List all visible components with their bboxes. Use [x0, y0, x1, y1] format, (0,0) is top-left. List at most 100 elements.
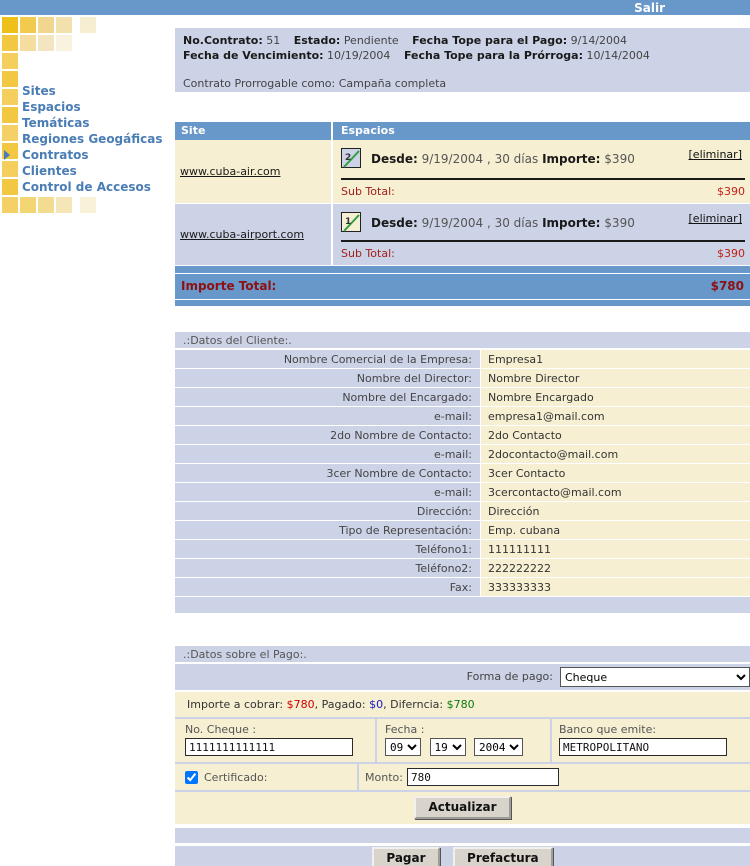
client-field-row: Fax: 333333333 [175, 578, 750, 596]
actualizar-button[interactable]: Actualizar [414, 796, 511, 819]
decor-square [2, 35, 18, 51]
eliminar-link[interactable]: [eliminar] [688, 212, 742, 225]
pagado-label: Pagado: [321, 698, 366, 711]
no-cheque-cell: No. Cheque : [175, 719, 375, 762]
empty-band [175, 828, 750, 843]
decor-square [2, 125, 18, 141]
contract-header-line1: No.Contrato: 51 Estado: Pendiente Fecha … [183, 33, 742, 48]
field-value: Nombre Encargado [481, 388, 750, 406]
decor-square [56, 35, 72, 51]
fecha-day-select[interactable]: 19 [429, 738, 466, 756]
field-value: 333333333 [481, 578, 750, 596]
banco-emite-input[interactable] [559, 738, 727, 756]
client-field-row: 3cer Nombre de Contacto: 3cer Contacto [175, 464, 750, 482]
field-label: e-mail: [175, 445, 480, 463]
sidebar-item-clientes[interactable]: Clientes [22, 164, 77, 178]
desde-label: Desde: [371, 152, 418, 166]
eliminar-link[interactable]: [eliminar] [688, 148, 742, 161]
monto-cell: Monto: [357, 764, 750, 790]
decor-square [2, 71, 18, 87]
subtotal-label: Sub Total: [341, 185, 395, 198]
fecha-vencimiento-label: Fecha de Vencimiento: [183, 49, 324, 62]
field-label: Teléfono1: [175, 540, 480, 558]
certificado-checkbox[interactable] [185, 770, 198, 784]
client-field-row: e-mail: 2docontacto@mail.com [175, 445, 750, 463]
top-bar: Salir [0, 0, 750, 15]
client-field-row: Teléfono1: 111111111 [175, 540, 750, 558]
importe-summary-row: Importe a cobrar: $780, Pagado: $0, Dife… [175, 692, 750, 719]
pagar-button[interactable]: Pagar [372, 847, 440, 866]
client-field-row: Nombre del Director: Nombre Director [175, 369, 750, 387]
forma-pago-select[interactable]: Cheque [560, 667, 750, 687]
client-field-row: Nombre del Encargado: Nombre Encargado [175, 388, 750, 406]
decor-square [2, 53, 18, 69]
separator: , [383, 698, 391, 711]
importe-cobrar-value: $780 [286, 698, 315, 711]
fecha-year-select[interactable]: 2004 [474, 738, 523, 756]
importe-value: $390 [604, 216, 635, 230]
payment-section-title: .:Datos sobre el Pago:. [175, 646, 750, 662]
active-item-arrow-icon [4, 150, 10, 160]
importe-cobrar-label: Importe a cobrar: [187, 698, 284, 711]
subtotal-value: $390 [717, 185, 745, 198]
decor-square [2, 161, 18, 177]
field-value: empresa1@mail.com [481, 407, 750, 425]
row-divider [341, 240, 745, 242]
sidebar-item-sites[interactable]: Sites [22, 84, 56, 98]
fecha-tope-pago-value: 9/14/2004 [570, 34, 628, 47]
espacio-detail: 1 Desde: 9/19/2004 , 30 días Importe: $3… [333, 204, 750, 240]
field-value: Empresa1 [481, 350, 750, 368]
decor-square [56, 17, 72, 33]
field-label: Nombre Comercial de la Empresa: [175, 350, 480, 368]
importe-value: $390 [604, 152, 635, 166]
field-label: Tipo de Representación: [175, 521, 480, 539]
desde-value: 9/19/2004 , 30 días [421, 152, 539, 166]
importe-total-label: Importe Total: [181, 279, 277, 293]
sidebar-item-regiones[interactable]: Regiones Geogáficas [22, 132, 163, 146]
row-divider [341, 178, 745, 180]
field-value: 2do Contacto [481, 426, 750, 444]
desde-value: 9/19/2004 , 30 días [421, 216, 539, 230]
decor-square [38, 17, 54, 33]
field-label: e-mail: [175, 483, 480, 501]
field-label: 3cer Nombre de Contacto: [175, 464, 480, 482]
fecha-vencimiento-value: 10/19/2004 [327, 49, 391, 62]
logout-link[interactable]: Salir [634, 1, 665, 15]
decor-square [20, 197, 36, 213]
decor-square [38, 197, 54, 213]
field-value: Dirección [481, 502, 750, 520]
sidebar-item-control-accesos[interactable]: Control de Accesos [22, 180, 151, 194]
fecha-cell: Fecha : 09 19 2004 [375, 719, 550, 762]
field-label: 2do Nombre de Contacto: [175, 426, 480, 444]
client-field-row: Teléfono2: 222222222 [175, 559, 750, 577]
prefactura-button[interactable]: Prefactura [453, 847, 553, 866]
site-link[interactable]: www.cuba-airport.com [180, 228, 305, 241]
sidebar-item-espacios[interactable]: Espacios [22, 100, 81, 114]
subtotal-row: Sub Total: $390 [333, 242, 750, 266]
decor-square [56, 197, 72, 213]
decor-square [20, 17, 36, 33]
decor-square [2, 17, 18, 33]
table-row: www.cuba-air.com 2 Desde: 9/19/2004 , 30… [175, 140, 750, 204]
certificado-label: Certificado: [204, 770, 268, 784]
desde-label: Desde: [371, 216, 418, 230]
no-cheque-input[interactable] [185, 738, 353, 756]
field-value: 2docontacto@mail.com [481, 445, 750, 463]
sites-table: Site Espacios www.cuba-air.com 2 Desde: [175, 122, 750, 306]
decor-square [2, 107, 18, 123]
forma-pago-label: Forma de pago: [466, 670, 553, 683]
fecha-tope-prorroga-value: 10/14/2004 [586, 49, 650, 62]
field-label: Nombre del Director: [175, 369, 480, 387]
client-field-row: Nombre Comercial de la Empresa: Empresa1 [175, 350, 750, 368]
monto-input[interactable] [406, 768, 559, 786]
espacio-cell: 2 Desde: 9/19/2004 , 30 días Importe: $3… [333, 140, 750, 203]
fecha-month-select[interactable]: 09 [385, 738, 421, 756]
field-label: Teléfono2: [175, 559, 480, 577]
client-section: .:Datos del Cliente:. Nombre Comercial d… [175, 332, 750, 613]
sidebar-item-contratos[interactable]: Contratos [22, 148, 89, 162]
site-link[interactable]: www.cuba-air.com [180, 165, 281, 178]
subtotal-row: Sub Total: $390 [333, 180, 750, 204]
sidebar-item-tematicas[interactable]: Temáticas [22, 116, 90, 130]
espacio-image-icon: 1 [341, 212, 361, 232]
site-cell: www.cuba-air.com [175, 140, 333, 203]
